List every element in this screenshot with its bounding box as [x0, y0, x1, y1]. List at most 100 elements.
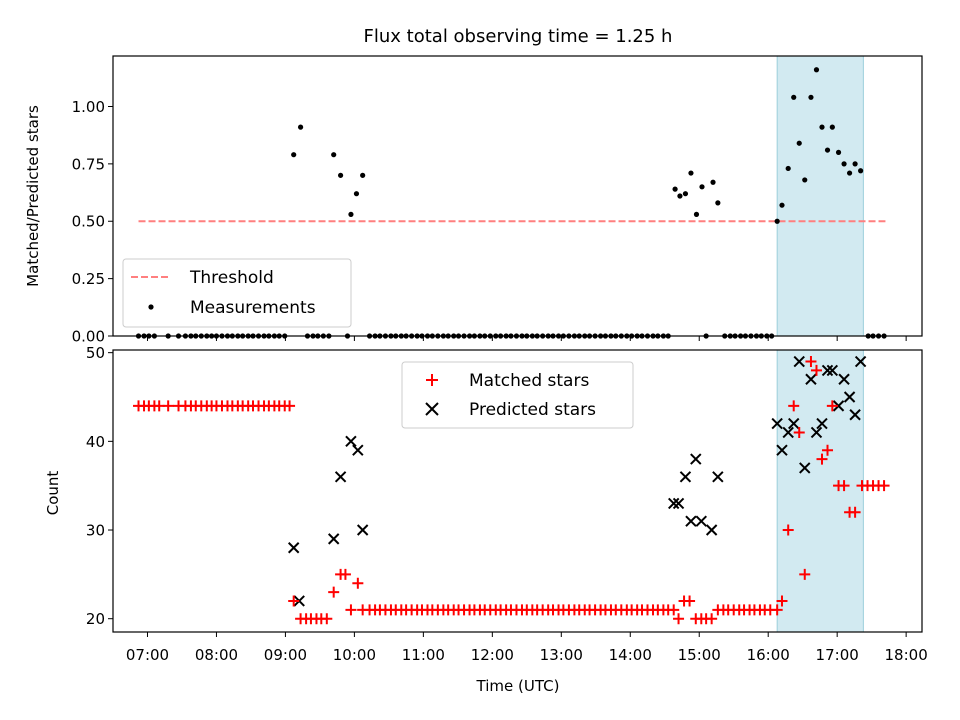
measurement-point	[796, 140, 802, 146]
measurement-point	[353, 191, 360, 197]
predicted-point	[327, 533, 340, 545]
predicted-point	[854, 355, 867, 368]
y-tick-label: 20	[86, 610, 105, 628]
predicted-point	[352, 444, 364, 456]
x-tick-label: 10:00	[333, 646, 376, 664]
matched-point	[706, 613, 718, 625]
top-y-axis-label: Matched/Predicted stars	[24, 105, 42, 287]
predicted-point	[826, 364, 839, 377]
matched-point	[838, 480, 850, 492]
predicted-point	[821, 364, 834, 377]
legend-threshold-label: Threshold	[189, 268, 274, 288]
predicted-point	[843, 391, 856, 403]
axes-frame	[112, 55, 923, 337]
measurement-point	[672, 186, 678, 192]
predicted-point	[832, 400, 845, 412]
predicted-point	[705, 524, 718, 536]
predicted-point	[782, 426, 794, 439]
y-tick-label: 0.50	[72, 213, 105, 231]
matched-point	[776, 595, 788, 607]
measurement-point	[677, 193, 683, 199]
measurement-point	[846, 170, 853, 176]
legend-frame	[122, 258, 352, 328]
matched-point	[684, 595, 696, 607]
measurement-point	[835, 149, 842, 155]
measurement-point	[710, 179, 716, 185]
predicted-point	[712, 471, 724, 483]
matched-point	[339, 568, 351, 580]
x-tick-label: 13:00	[540, 646, 583, 664]
measurement-point	[802, 177, 808, 183]
measurement-point	[819, 124, 825, 130]
predicted-point	[695, 515, 708, 527]
measurement-point	[688, 170, 694, 176]
measurement-point	[829, 124, 835, 130]
measurement-point	[693, 211, 700, 217]
measurement-point	[791, 94, 797, 100]
measurement-point	[297, 124, 304, 130]
matched-point	[826, 400, 838, 412]
matched-point	[822, 444, 834, 456]
highlight-span	[777, 350, 864, 632]
measurement-point	[291, 152, 297, 158]
predicted-point	[287, 542, 300, 554]
y-tick-label: 50	[86, 344, 105, 362]
matched-point	[782, 524, 794, 536]
predicted-point	[672, 497, 685, 510]
legend-measurement-label: Measurements	[190, 298, 316, 318]
measurement-point	[331, 152, 337, 158]
chart-title: Flux total observing time = 1.25 h	[364, 26, 673, 47]
legend: Threshold Measurements	[122, 258, 352, 328]
matched-point	[352, 577, 364, 589]
predicted-point	[679, 471, 692, 483]
measurement-point	[774, 218, 780, 224]
matched-point	[810, 364, 822, 376]
bottom-panel: 20 30 40 50 07:00 08:00 09:00 10:00 11:00 12:00 13…	[86, 344, 928, 664]
x-tick-label: 09:00	[264, 646, 307, 664]
matched-point	[788, 400, 800, 412]
measurement-point	[785, 165, 791, 172]
measurement-point	[699, 184, 705, 190]
top-panel: 0.00 0.25 0.50 0.75 1.00 Threshold Measurement…	[72, 55, 923, 346]
x-tick-label: 07:00	[126, 646, 169, 664]
x-tick-label: 08:00	[195, 646, 238, 664]
matched-point	[162, 400, 174, 412]
matched-point	[673, 613, 685, 625]
predicted-point	[293, 595, 305, 607]
bottom-y-axis-label: Count	[44, 471, 62, 516]
y-tick-label: 0.00	[72, 328, 105, 346]
measurement-point	[348, 211, 354, 217]
matched-point	[805, 356, 817, 368]
matched-point	[816, 453, 828, 465]
y-tick-label: 0.75	[72, 155, 105, 173]
matched-point	[321, 613, 333, 625]
highlight-span	[777, 56, 864, 336]
predicted-point	[771, 417, 783, 430]
matched-point	[771, 604, 783, 616]
x-tick-label: 15:00	[678, 646, 721, 664]
legend-matched-label: Matched stars	[469, 371, 589, 391]
x-tick-label: 14:00	[609, 646, 652, 664]
measurement-point	[779, 202, 785, 208]
measurement-point	[852, 161, 858, 167]
y-tick-label: 30	[86, 522, 105, 540]
matched-point	[799, 568, 811, 580]
y-tick-label: 0.25	[72, 270, 105, 288]
predicted-point	[805, 373, 817, 385]
legend-measurement-swatch	[148, 304, 154, 310]
legend-frame	[401, 361, 634, 429]
predicted-point	[776, 444, 788, 456]
x-tick-label: 16:00	[747, 646, 790, 664]
y-tick-label: 1.00	[72, 98, 105, 116]
predicted-point	[838, 373, 850, 385]
measurement-point	[337, 172, 344, 178]
matched-point	[668, 604, 680, 616]
legend: Matched stars Predicted stars	[401, 361, 634, 429]
y-tick-label: 40	[86, 433, 105, 451]
predicted-point	[849, 409, 861, 421]
predicted-point	[793, 355, 805, 368]
matched-point	[345, 604, 357, 616]
measurement-point	[808, 94, 814, 100]
predicted-point	[690, 453, 702, 465]
